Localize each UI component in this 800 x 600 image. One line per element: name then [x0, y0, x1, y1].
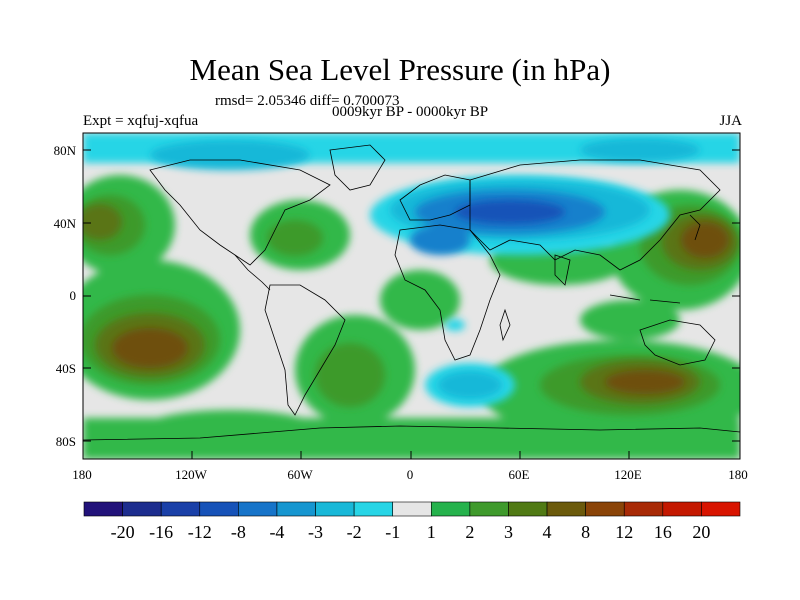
legend-swatch	[353, 501, 394, 517]
page-title: Mean Sea Level Pressure (in hPa)	[189, 52, 611, 87]
legend-label: 12	[615, 522, 634, 542]
north-america-outline	[149, 159, 331, 266]
central-america-outline	[234, 254, 271, 291]
lon-label-180e: 180	[728, 467, 748, 482]
lat-label-80s: 80S	[55, 434, 76, 449]
lon-label-180w: 180	[72, 467, 92, 482]
legend-swatch	[430, 501, 471, 517]
india-outline	[554, 254, 571, 286]
legend-label: 2	[465, 522, 475, 542]
axis-ticks	[82, 149, 741, 459]
madagascar-outline	[499, 308, 511, 342]
legend-swatch	[662, 501, 702, 517]
antarctica-outline	[83, 425, 740, 441]
legend-label: -12	[187, 522, 212, 542]
legend-label: 3	[503, 522, 513, 542]
legend-label: -20	[110, 522, 135, 542]
legend-swatch	[315, 501, 355, 517]
experiment-label: Expt = xqfuj-xqfua	[83, 113, 199, 129]
greenland-outline	[329, 144, 386, 191]
lat-label-80n: 80N	[53, 143, 76, 158]
africa-outline	[394, 224, 501, 361]
legend-swatch	[392, 501, 432, 517]
legend-colorbar	[83, 501, 741, 517]
legend-swatch	[469, 501, 509, 517]
lon-label-60e: 60E	[508, 467, 530, 482]
period-label: 0009kyr BP - 0000kyr BP	[331, 104, 489, 120]
legend-label: 1	[426, 522, 436, 542]
legend-swatch	[122, 501, 162, 517]
lon-label-60w: 60W	[287, 467, 313, 482]
legend-swatch	[238, 501, 278, 517]
pressure-field	[83, 133, 740, 459]
lat-label-40s: 40S	[55, 361, 76, 376]
legend-label: -3	[308, 522, 324, 542]
lat-label-40n: 40N	[53, 216, 76, 231]
coastlines	[83, 144, 740, 441]
legend-swatch	[508, 501, 548, 517]
legend-label: 8	[581, 522, 591, 542]
legend-label: -4	[269, 522, 285, 542]
legend-label: -1	[385, 522, 401, 542]
legend-swatch	[83, 501, 123, 517]
season-label: JJA	[719, 113, 742, 129]
lat-label-0: 0	[69, 288, 77, 303]
indonesia-outline	[609, 294, 681, 304]
south-america-outline	[264, 284, 346, 416]
legend-label: 16	[653, 522, 672, 542]
legend-swatch	[276, 501, 316, 517]
japan-outline	[689, 214, 701, 241]
lon-label-120e: 120E	[614, 467, 642, 482]
legend-swatch	[701, 501, 741, 517]
legend-swatch	[623, 501, 664, 517]
negative-anomaly-blue-dark	[455, 200, 565, 224]
asia-outline	[469, 159, 721, 271]
legend-swatch	[199, 501, 239, 517]
positive-anomaly-brown	[112, 222, 729, 394]
stats-line: rmsd= 2.05346 diff= 0.700073	[215, 93, 400, 109]
legend-label: -2	[346, 522, 362, 542]
australia-outline	[639, 319, 716, 366]
legend-swatch	[585, 501, 625, 517]
legend-swatch	[160, 501, 201, 517]
legend-label: 4	[542, 522, 552, 542]
legend-label: -16	[149, 522, 174, 542]
legend-swatch	[546, 501, 586, 517]
lon-label-0: 0	[406, 467, 414, 482]
lon-label-120w: 120W	[175, 467, 207, 482]
legend-label: -8	[230, 522, 246, 542]
legend-label: 20	[692, 522, 711, 542]
